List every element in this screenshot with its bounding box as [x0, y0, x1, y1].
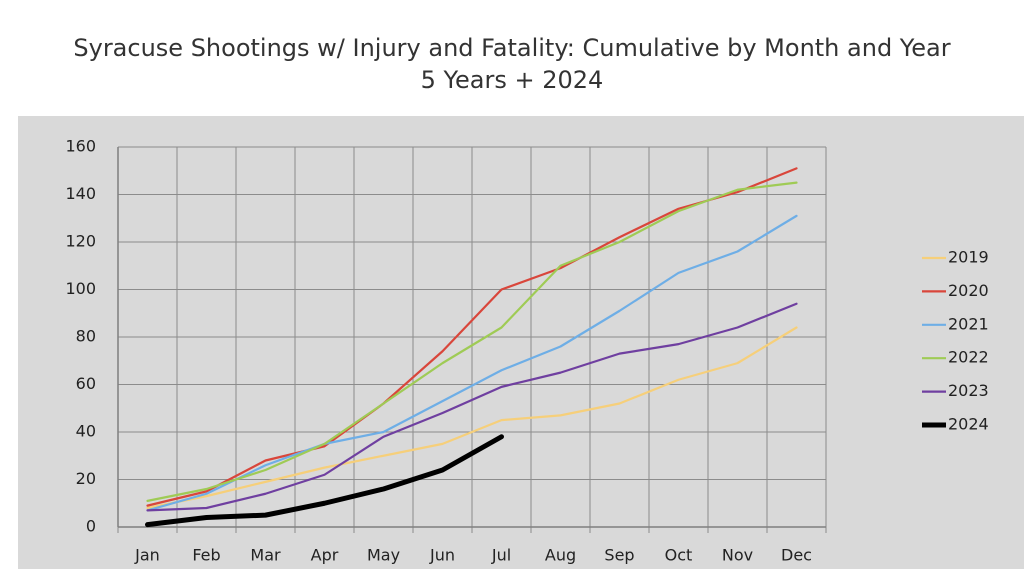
y-tick-label: 0 — [86, 517, 96, 536]
legend-label: 2023 — [948, 381, 989, 400]
x-tick-label: Nov — [722, 546, 753, 565]
x-tick-label: Sep — [604, 546, 634, 565]
y-tick-label: 60 — [76, 374, 96, 393]
series-line — [146, 302, 798, 512]
series-line — [146, 326, 798, 510]
series-line — [145, 434, 504, 528]
legend-label: 2020 — [948, 281, 989, 300]
x-tick-label: Mar — [250, 546, 281, 565]
chart-title: Syracuse Shootings w/ Injury and Fatalit… — [73, 34, 950, 62]
x-tick-label: Dec — [781, 546, 812, 565]
x-tick-label: Jun — [429, 546, 455, 565]
y-tick-label: 100 — [65, 279, 96, 298]
x-tick-label: May — [367, 546, 400, 565]
x-tick-label: Oct — [665, 546, 693, 565]
series-line — [146, 214, 798, 512]
y-tick-label: 140 — [65, 184, 96, 203]
series-line — [146, 181, 798, 502]
y-tick-label: 80 — [76, 327, 96, 346]
x-tick-label: Jan — [134, 546, 160, 565]
x-tick-label: Feb — [192, 546, 220, 565]
chart-subtitle: 5 Years + 2024 — [421, 66, 604, 94]
x-tick-label: Apr — [311, 546, 339, 565]
x-tick-label: Aug — [545, 546, 576, 565]
y-tick-label: 120 — [65, 232, 96, 251]
y-tick-label: 160 — [65, 137, 96, 156]
series-line — [146, 167, 798, 507]
legend-label: 2021 — [948, 314, 989, 333]
y-tick-label: 40 — [76, 422, 96, 441]
y-tick-label: 20 — [76, 469, 96, 488]
legend-label: 2019 — [948, 248, 989, 267]
x-tick-label: Jul — [491, 546, 511, 565]
legend-label: 2024 — [948, 415, 989, 434]
legend-label: 2022 — [948, 348, 989, 367]
